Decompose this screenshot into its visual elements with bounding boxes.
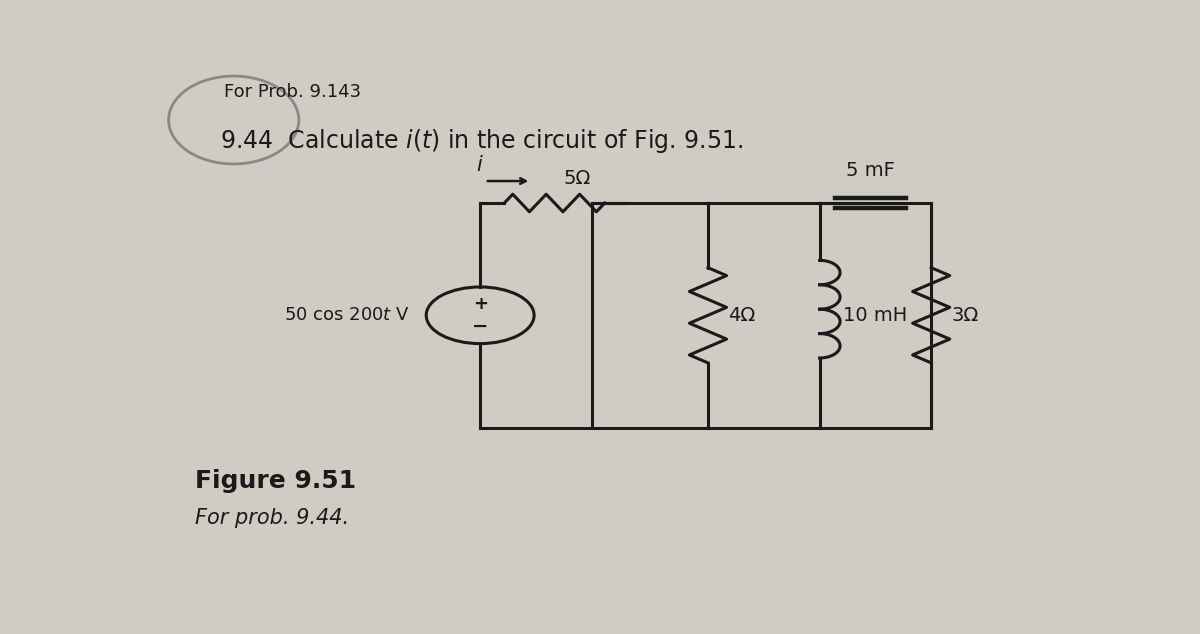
Text: 50 cos 200$t$ V: 50 cos 200$t$ V [284, 306, 410, 324]
Text: Figure 9.51: Figure 9.51 [194, 469, 355, 493]
Text: 10 mH: 10 mH [842, 306, 907, 325]
Text: 9.44  Calculate $i(t)$ in the circuit of Fig. 9.51.: 9.44 Calculate $i(t)$ in the circuit of … [220, 127, 743, 155]
Text: For Prob. 9.143: For Prob. 9.143 [224, 84, 361, 101]
Text: 5Ω: 5Ω [564, 169, 592, 188]
Text: 4Ω: 4Ω [728, 306, 756, 325]
Text: $i$: $i$ [476, 155, 484, 175]
Text: −: − [472, 317, 488, 336]
Text: For prob. 9.44.: For prob. 9.44. [194, 508, 349, 528]
Text: 3Ω: 3Ω [952, 306, 979, 325]
Text: +: + [473, 295, 487, 313]
Text: 5 mF: 5 mF [846, 160, 895, 179]
